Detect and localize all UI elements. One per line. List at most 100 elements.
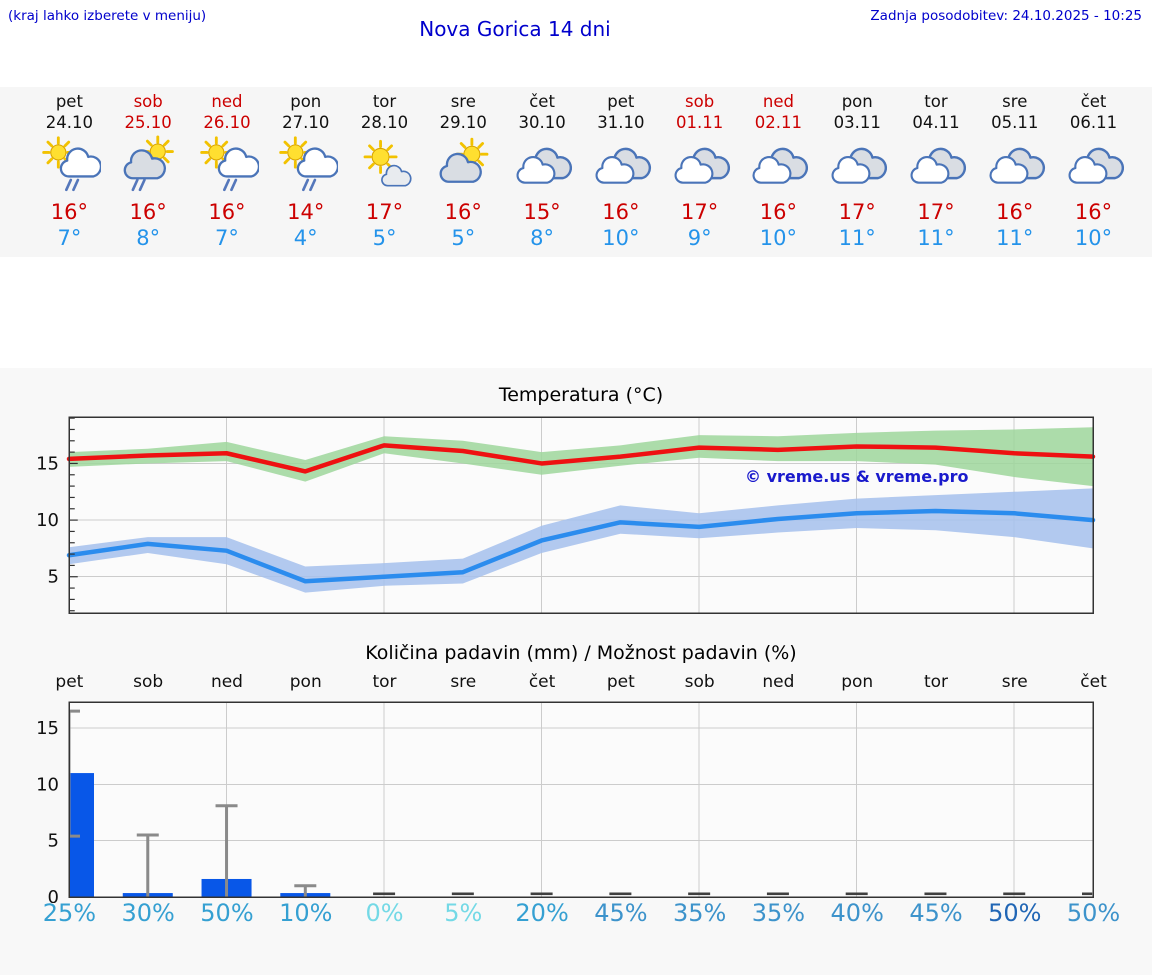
precip-zero-mark xyxy=(924,892,947,896)
cloudy-icon xyxy=(910,147,966,184)
weather-icon-holder xyxy=(188,134,267,196)
day-date-label: 05.11 xyxy=(991,113,1039,132)
low-temp-label: 7° xyxy=(57,226,82,250)
min-temp-line xyxy=(66,508,1096,584)
day-name-label: pet xyxy=(607,92,635,111)
precip-error-bar xyxy=(294,884,317,897)
day-name-label: tor xyxy=(372,92,397,111)
precip-probability-label: 50% xyxy=(1066,899,1121,927)
day-date-label: 27.10 xyxy=(282,113,330,132)
low-temp-label: 10° xyxy=(1074,226,1113,250)
weather-icon-holder xyxy=(818,134,897,196)
precipitation-chart: 0 5 10 15 xyxy=(36,701,1094,903)
precip-zero-mark xyxy=(609,892,632,896)
precipitation-chart-title: Količina padavin (mm) / Možnost padavin … xyxy=(365,642,797,664)
precip-day-label: sob xyxy=(684,672,715,692)
precip-day-label: sre xyxy=(1001,672,1028,692)
weather-icon-holder xyxy=(266,134,345,196)
day-name-label: tor xyxy=(924,92,948,111)
last-update-label: Zadnja posodobitev: 24.10.2025 - 10:25 xyxy=(870,8,1142,24)
low-temp-label: 5° xyxy=(451,226,476,250)
precip-probability-label: 5% xyxy=(444,899,483,927)
precip-error-bar xyxy=(69,709,80,838)
cloud-sun-icon xyxy=(439,137,489,183)
day-date-label: 06.11 xyxy=(1069,113,1118,132)
day-column: sre 29.10 16° 5° xyxy=(424,88,503,256)
high-temp-label: 14° xyxy=(287,200,325,224)
day-date-label: 02.11 xyxy=(754,113,803,132)
precip-zero-mark xyxy=(1082,892,1093,896)
precip-day-label: ned xyxy=(762,672,795,692)
day-date-label: 03.11 xyxy=(833,113,881,132)
precip-day-label: tor xyxy=(372,672,397,692)
day-column: čet 30.10 15° 8° xyxy=(503,88,582,256)
cloudy-icon xyxy=(1068,147,1124,184)
day-column: sob 25.10 16° 8° xyxy=(109,88,188,256)
precip-probability-label: 35% xyxy=(672,899,727,927)
sun-cloud-rain-icon xyxy=(200,136,261,192)
day-date-label: 25.10 xyxy=(124,113,172,132)
precip-ytick-label: 15 xyxy=(36,718,59,739)
day-column: sre 05.11 16° 11° xyxy=(975,88,1054,256)
day-name-label: sob xyxy=(685,92,715,111)
sun-cloud-rain-icon xyxy=(42,136,103,192)
weather-icon-holder xyxy=(897,134,976,196)
day-date-label: 26.10 xyxy=(203,113,251,132)
precip-error-bar xyxy=(215,804,238,897)
cloudy-icon xyxy=(989,147,1045,184)
day-column: pet 24.10 16° 7° xyxy=(30,88,109,256)
low-temp-label: 9° xyxy=(687,226,712,250)
weather-icon-holder xyxy=(424,134,503,196)
day-name-label: pon xyxy=(841,92,873,111)
day-name-label: sre xyxy=(1002,92,1028,111)
high-temp-label: 16° xyxy=(129,200,167,224)
max-temp-line xyxy=(66,443,1096,474)
weather-icon-holder xyxy=(30,134,109,196)
day-date-label: 30.10 xyxy=(518,113,566,132)
precip-day-label: pet xyxy=(606,672,635,692)
high-temp-label: 16° xyxy=(759,200,798,224)
day-column: ned 02.11 16° 10° xyxy=(739,88,818,256)
day-column: pon 27.10 14° 4° xyxy=(266,88,345,256)
weather-icon-holder xyxy=(1054,134,1133,196)
temp-ytick-label: 5 xyxy=(48,567,59,588)
day-name-label: sob xyxy=(133,92,163,111)
location-hint: (kraj lahko izberete v meniju) xyxy=(8,8,207,24)
watermark-text: © vreme.us & vreme.pro xyxy=(745,467,968,486)
high-temp-label: 16° xyxy=(1074,200,1113,224)
precip-day-label: pon xyxy=(289,672,322,692)
high-temp-label: 16° xyxy=(602,200,640,224)
high-temp-label: 16° xyxy=(996,200,1034,224)
weather-icon-holder xyxy=(660,134,739,196)
day-name-label: ned xyxy=(762,92,794,111)
precip-probability-label: 30% xyxy=(121,899,175,927)
day-column: pon 03.11 17° 11° xyxy=(818,88,897,256)
precip-zero-mark xyxy=(1003,892,1026,896)
low-temp-label: 10° xyxy=(759,226,798,250)
high-temp-label: 17° xyxy=(917,200,955,224)
temp-ytick-label: 15 xyxy=(36,453,59,474)
temp-ytick-label: 10 xyxy=(36,510,59,531)
precip-zero-mark xyxy=(530,892,553,896)
precip-probability-label: 45% xyxy=(594,899,648,927)
cloudy-icon xyxy=(831,147,888,184)
day-column: tor 04.11 17° 11° xyxy=(897,88,976,256)
day-column: pet 31.10 16° 10° xyxy=(581,88,660,256)
precip-ytick-label: 10 xyxy=(36,774,59,795)
weather-icon-holder xyxy=(581,134,660,196)
weather-icon-holder xyxy=(975,134,1054,196)
low-temp-label: 8° xyxy=(530,226,555,250)
cloudy-icon xyxy=(516,147,573,184)
day-name-label: čet xyxy=(1080,92,1107,111)
cloud-sun-rain-icon xyxy=(123,135,175,192)
precip-zero-mark xyxy=(373,892,396,896)
high-temp-label: 17° xyxy=(838,200,876,224)
day-date-label: 01.11 xyxy=(676,113,724,132)
precip-zero-mark xyxy=(451,892,474,896)
precip-probability-label: 50% xyxy=(200,899,254,927)
precip-probability-label: 35% xyxy=(751,899,806,927)
low-temp-label: 7° xyxy=(215,226,239,250)
low-temp-label: 11° xyxy=(917,226,955,250)
weather-icon-holder xyxy=(109,134,188,196)
precip-day-label: sre xyxy=(450,672,477,692)
